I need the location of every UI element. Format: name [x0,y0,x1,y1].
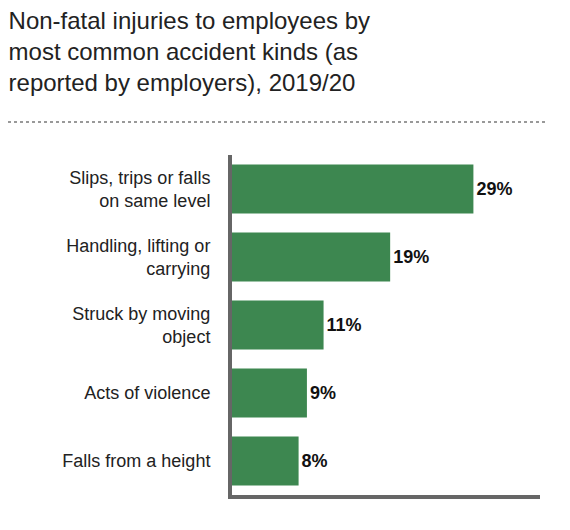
svg-text:Acts of violence: Acts of violence [84,383,210,403]
svg-text:11%: 11% [327,315,362,335]
svg-text:Non-fatal injuries to employee: Non-fatal injuries to employees bymost c… [9,7,371,96]
svg-text:19%: 19% [393,247,429,267]
svg-text:9%: 9% [310,383,336,403]
svg-text:Slips, trips or fallson same l: Slips, trips or fallson same level [69,168,210,211]
svg-text:29%: 29% [476,179,512,199]
svg-text:Handling, lifting orcarrying: Handling, lifting orcarrying [66,236,210,279]
svg-text:8%: 8% [302,451,328,471]
svg-text:Struck by movingobject: Struck by movingobject [72,304,210,347]
svg-text:Falls from a height: Falls from a height [62,451,210,471]
